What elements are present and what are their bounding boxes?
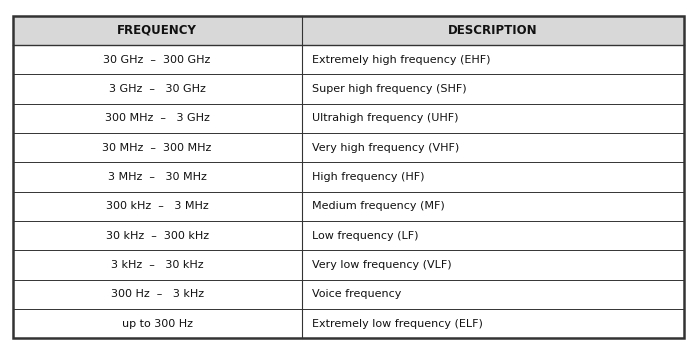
Text: Voice frequency: Voice frequency [312,289,401,299]
Text: Extremely high frequency (EHF): Extremely high frequency (EHF) [312,54,491,65]
Text: 30 kHz  –  300 kHz: 30 kHz – 300 kHz [106,231,208,241]
Text: 3 kHz  –   30 kHz: 3 kHz – 30 kHz [111,260,204,270]
Text: up to 300 Hz: up to 300 Hz [122,319,192,329]
Text: 300 MHz  –   3 GHz: 300 MHz – 3 GHz [105,113,210,123]
Bar [13,16,684,45]
Text: Very low frequency (VLF): Very low frequency (VLF) [312,260,452,270]
Text: High frequency (HF): High frequency (HF) [312,172,424,182]
Text: 30 GHz  –  300 GHz: 30 GHz – 300 GHz [103,54,211,65]
Text: Super high frequency (SHF): Super high frequency (SHF) [312,84,467,94]
Text: Very high frequency (VHF): Very high frequency (VHF) [312,143,459,153]
Text: Low frequency (LF): Low frequency (LF) [312,231,419,241]
Text: Extremely low frequency (ELF): Extremely low frequency (ELF) [312,319,483,329]
Text: Ultrahigh frequency (UHF): Ultrahigh frequency (UHF) [312,113,459,123]
Text: DESCRIPTION: DESCRIPTION [448,24,538,37]
Text: 3 GHz  –   30 GHz: 3 GHz – 30 GHz [109,84,206,94]
Text: 3 MHz  –   30 MHz: 3 MHz – 30 MHz [108,172,206,182]
Text: FREQUENCY: FREQUENCY [117,24,197,37]
Text: Medium frequency (MF): Medium frequency (MF) [312,201,445,211]
Text: 30 MHz  –  300 MHz: 30 MHz – 300 MHz [102,143,212,153]
Text: 300 kHz  –   3 MHz: 300 kHz – 3 MHz [106,201,208,211]
Text: 300 Hz  –   3 kHz: 300 Hz – 3 kHz [111,289,204,299]
